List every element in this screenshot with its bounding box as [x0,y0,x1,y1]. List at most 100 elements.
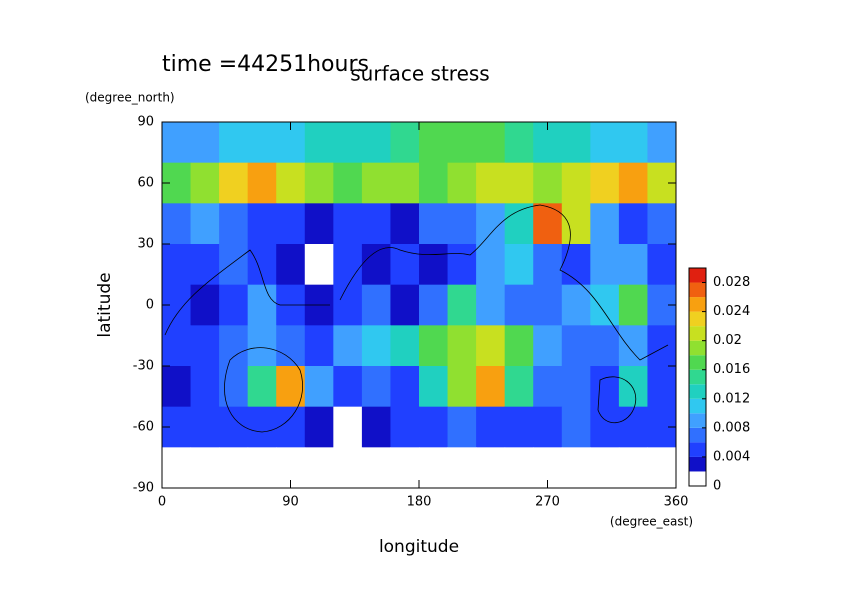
field-cell [533,284,563,326]
field-cell [333,406,363,448]
field-cell [247,162,277,204]
field-cell [561,284,591,326]
field-cell [333,203,363,245]
field-cell [561,244,591,286]
field-cell [219,325,249,367]
field-cell [447,447,477,489]
field-cell [590,325,620,367]
field-cell [219,203,249,245]
field-cell [162,366,192,408]
colorbar-band [689,355,706,370]
field-cell [361,406,391,448]
colorbar-tick-label: 0.008 [713,420,750,435]
colorbar-band [689,384,706,399]
field-cell [162,325,192,367]
field-cell [447,122,477,164]
field-cell [533,325,563,367]
field-cell [361,162,391,204]
field-cell [590,366,620,408]
field-cell [590,203,620,245]
colorbar-tick-label: 0.024 [713,304,750,319]
colorbar-tick-label: 0.016 [713,362,750,377]
colorbar-band [689,442,706,457]
field-cell [361,203,391,245]
contour-field [162,122,677,489]
field-cell [647,244,677,286]
field-cell [419,325,449,367]
field-cell [447,406,477,448]
field-cell [333,244,363,286]
field-cell [504,244,534,286]
field-cell [447,366,477,408]
field-cell [419,122,449,164]
field-cell [533,203,563,245]
field-cell [276,325,306,367]
field-cell [561,447,591,489]
field-cell [533,162,563,204]
field-cell [162,244,192,286]
colorbar-frame [688,267,707,487]
field-cell [419,162,449,204]
field-cell [390,122,420,164]
field-cell [533,244,563,286]
field-cell [219,122,249,164]
field-cell [276,162,306,204]
coastline [224,347,303,433]
colorbar-band [689,282,706,298]
field-cell [304,406,334,448]
chart-title: surface stress [350,62,489,86]
field-cell [590,284,620,326]
x-tick-label: 270 [535,495,560,510]
field-cell [390,406,420,448]
field-cell [190,244,220,286]
y-tick-label: 30 [137,237,154,252]
field-cell [276,203,306,245]
field-cell [590,162,620,204]
field-cell [618,244,648,286]
field-cell [618,284,648,326]
coastlines [164,204,669,433]
field-cell [333,162,363,204]
y-tick-label: -30 [133,359,154,374]
colorbar-band [689,471,706,486]
field-cell [219,162,249,204]
field-cell [304,366,334,408]
field-cell [618,122,648,164]
y-tick-label: 0 [146,298,154,313]
field-cell [419,366,449,408]
colorbar-band [689,398,706,414]
colorbar-band [689,326,706,341]
field-cell [590,447,620,489]
y-tick-label: 90 [137,115,154,130]
field-cell [247,406,277,448]
field-cell [333,447,363,489]
field-cell [618,162,648,204]
field-cell [333,122,363,164]
field-cell [190,447,220,489]
field-cell [618,203,648,245]
field-cell [447,244,477,286]
field-cell [476,244,506,286]
colorbar-band [689,268,706,283]
field-cell [361,284,391,326]
colorbar: 0 0.004 0.008 0.012 0.016 0.02 0.024 0.028 [688,267,750,494]
field-cell [561,122,591,164]
field-cell [447,162,477,204]
field-cell [276,244,306,286]
field-cell [304,203,334,245]
y-axis-label: latitude [95,272,115,337]
field-cell [561,162,591,204]
field-cell [561,366,591,408]
field-cell [190,162,220,204]
x-tick-label: 180 [407,495,432,510]
y-unit: (degree_north) [85,91,175,105]
field-cell [219,406,249,448]
field-cell [304,325,334,367]
field-cell [190,366,220,408]
field-cell [504,366,534,408]
field-cell [390,162,420,204]
field-cell [219,366,249,408]
x-tick-label: 90 [282,495,299,510]
field-cell [504,406,534,448]
colorbar-band [689,456,706,472]
